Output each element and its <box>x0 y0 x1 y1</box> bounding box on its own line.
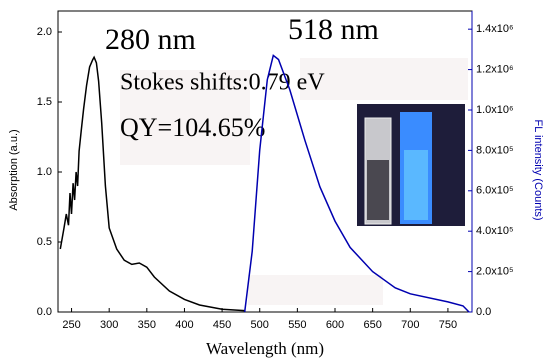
x-tick-label: 750 <box>439 319 457 331</box>
y-tick-label: 0.5 <box>37 236 52 248</box>
annotation: QY=104.65% <box>120 113 265 142</box>
x-tick-label: 250 <box>62 319 80 331</box>
y-tick-label: 2.0 <box>37 26 52 38</box>
x-tick-label: 300 <box>100 319 118 331</box>
label-box <box>120 70 250 165</box>
photo-inset <box>357 104 465 226</box>
label-box <box>300 58 468 100</box>
x-axis-label: Wavelength (nm) <box>206 339 324 358</box>
y-tick-label: 0.0 <box>37 306 52 318</box>
y-tick-label: 1.0 <box>37 166 52 178</box>
y2-tick-label: 6.0x10⁵ <box>476 185 514 197</box>
x-tick-label: 400 <box>175 319 193 331</box>
label-box <box>248 275 383 305</box>
x-tick-label: 700 <box>401 319 419 331</box>
y2-tick-label: 8.0x10⁵ <box>476 144 514 156</box>
y-tick-label: 1.5 <box>37 96 52 108</box>
y2-tick-label: 4.0x10⁵ <box>476 225 514 237</box>
x-tick-label: 350 <box>138 319 156 331</box>
x-tick-label: 600 <box>326 319 344 331</box>
annotation: 518 nm <box>288 13 379 46</box>
y2-tick-label: 0.0 <box>476 306 491 318</box>
series-line <box>243 54 470 313</box>
y2-tick-label: 1.2x10⁶ <box>476 63 514 75</box>
y2-axis-label: FL intensity (Counts) <box>532 119 544 220</box>
y2-tick-label: 2.0x10⁵ <box>476 266 514 278</box>
annotation: 280 nm <box>105 23 196 56</box>
series-line <box>59 55 245 312</box>
y2-tick-label: 1.4x10⁶ <box>476 23 514 35</box>
x-tick-label: 500 <box>251 319 269 331</box>
x-tick-label: 450 <box>213 319 231 331</box>
x-tick-label: 550 <box>288 319 306 331</box>
y2-tick-label: 1.0x10⁶ <box>476 104 514 116</box>
annotation: Stokes shifts:0.79 eV <box>120 70 325 96</box>
x-tick-label: 650 <box>363 319 381 331</box>
y-axis-label: Absorption (a.u.) <box>8 129 20 210</box>
